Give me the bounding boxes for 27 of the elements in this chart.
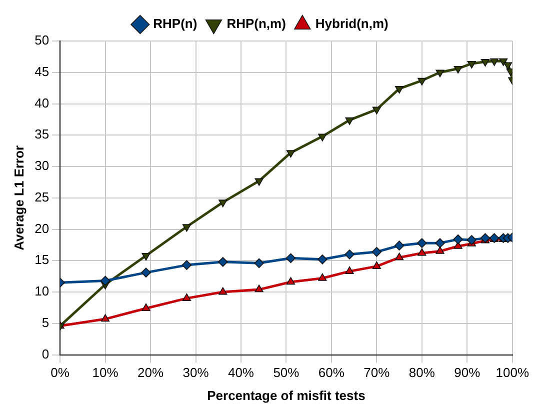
y-tick-label: 50 <box>34 32 50 48</box>
x-tick-label: 90% <box>454 365 481 380</box>
y-tick-label: 45 <box>34 64 50 79</box>
y-tick-label: 40 <box>34 95 50 110</box>
x-tick-label: 80% <box>408 365 436 380</box>
x-tick-label: 50% <box>273 365 300 380</box>
x-axis-title: Percentage of misfit tests <box>207 388 366 403</box>
x-tick-label: 70% <box>364 365 390 380</box>
legend-label: RHP(n) <box>153 16 198 32</box>
y-tick-label: 35 <box>34 126 50 142</box>
legend-label: RHP(n,m) <box>226 16 286 32</box>
y-tick-label: 0 <box>42 346 50 362</box>
y-tick-label: 20 <box>34 220 50 236</box>
x-tick-label: 0% <box>50 365 70 380</box>
legend-label: Hybrid(n,m) <box>315 16 388 32</box>
y-tick-label: 30 <box>34 158 50 174</box>
y-tick-label: 25 <box>34 189 50 204</box>
x-tick-label: 30% <box>182 365 210 380</box>
x-tick-label: 20% <box>138 365 164 380</box>
y-axis-title: Average L1 Error <box>11 145 26 250</box>
x-tick-label: 40% <box>228 365 254 380</box>
y-tick-label: 10 <box>34 284 50 299</box>
y-tick-label: 15 <box>34 252 50 268</box>
x-tick-label: 10% <box>92 365 119 380</box>
x-tick-label: 60% <box>318 365 345 380</box>
x-tick-label: 100% <box>496 365 530 380</box>
y-tick-label: 5 <box>42 315 50 330</box>
